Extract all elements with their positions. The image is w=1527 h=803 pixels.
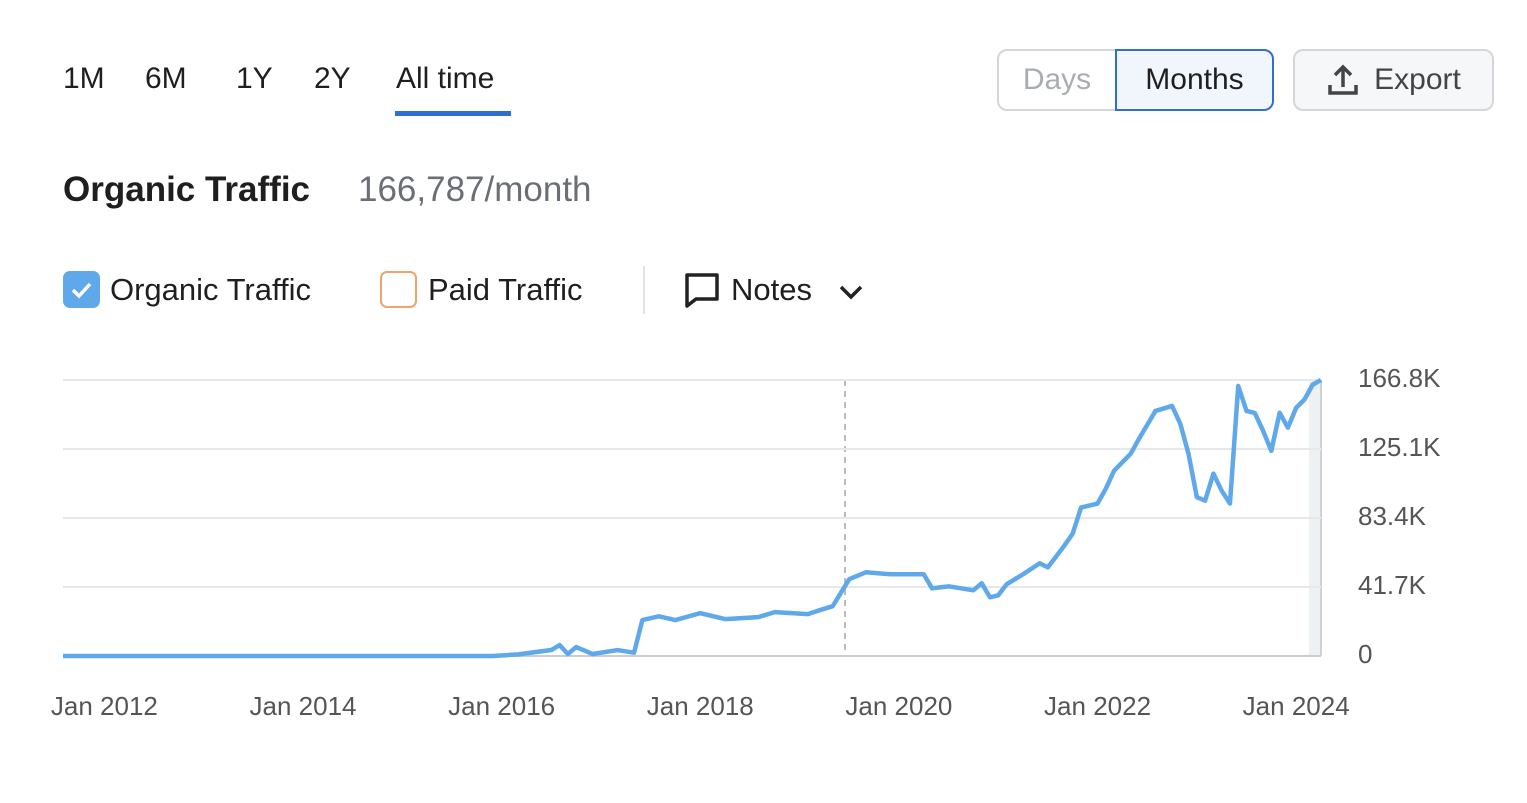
x-tick-label: Jan 2022 bbox=[1044, 691, 1151, 721]
traffic-line bbox=[63, 378, 1323, 659]
y-tick-label: 125.1K bbox=[1358, 432, 1441, 462]
divider bbox=[643, 266, 645, 314]
y-tick-label: 0 bbox=[1358, 639, 1372, 669]
x-tick-label: Jan 2018 bbox=[647, 691, 754, 721]
export-button[interactable]: Export bbox=[1293, 49, 1494, 111]
y-tick-label: 166.8K bbox=[1358, 363, 1441, 393]
period-all[interactable]: All time bbox=[396, 62, 495, 95]
period-6m[interactable]: 6M bbox=[145, 62, 187, 95]
check-icon bbox=[71, 282, 92, 299]
period-1m[interactable]: 1M bbox=[63, 62, 105, 95]
export-icon bbox=[1328, 64, 1358, 95]
paid-legend[interactable]: Paid Traffic bbox=[428, 272, 583, 307]
x-tick-label: Jan 2016 bbox=[448, 691, 555, 721]
chevron bbox=[839, 285, 863, 300]
x-tick-label: Jan 2024 bbox=[1243, 691, 1350, 721]
title: Organic Traffic bbox=[63, 170, 311, 209]
x-tick-label: Jan 2014 bbox=[250, 691, 357, 721]
x-tick-label: Jan 2020 bbox=[845, 691, 952, 721]
y-tick-label: 41.7K bbox=[1358, 570, 1427, 600]
organic-legend[interactable]: Organic Traffic bbox=[110, 272, 312, 307]
paid-checkbox[interactable] bbox=[380, 271, 417, 308]
organic-checkbox[interactable] bbox=[63, 271, 100, 308]
y-tick-label: 83.4K bbox=[1358, 501, 1427, 531]
period-1y[interactable]: 1Y bbox=[236, 62, 273, 95]
months-button[interactable]: Months bbox=[1115, 49, 1274, 111]
export-label: Export bbox=[1374, 63, 1461, 96]
x-tick-label: Jan 2012 bbox=[51, 691, 158, 721]
period-2y[interactable]: 2Y bbox=[314, 62, 351, 95]
notes-icon bbox=[685, 273, 719, 308]
active-underline bbox=[395, 111, 511, 116]
notes-button[interactable]: Notes bbox=[731, 272, 812, 307]
days-button[interactable]: Days bbox=[997, 49, 1117, 111]
traffic-value: 166,787/month bbox=[358, 170, 592, 209]
